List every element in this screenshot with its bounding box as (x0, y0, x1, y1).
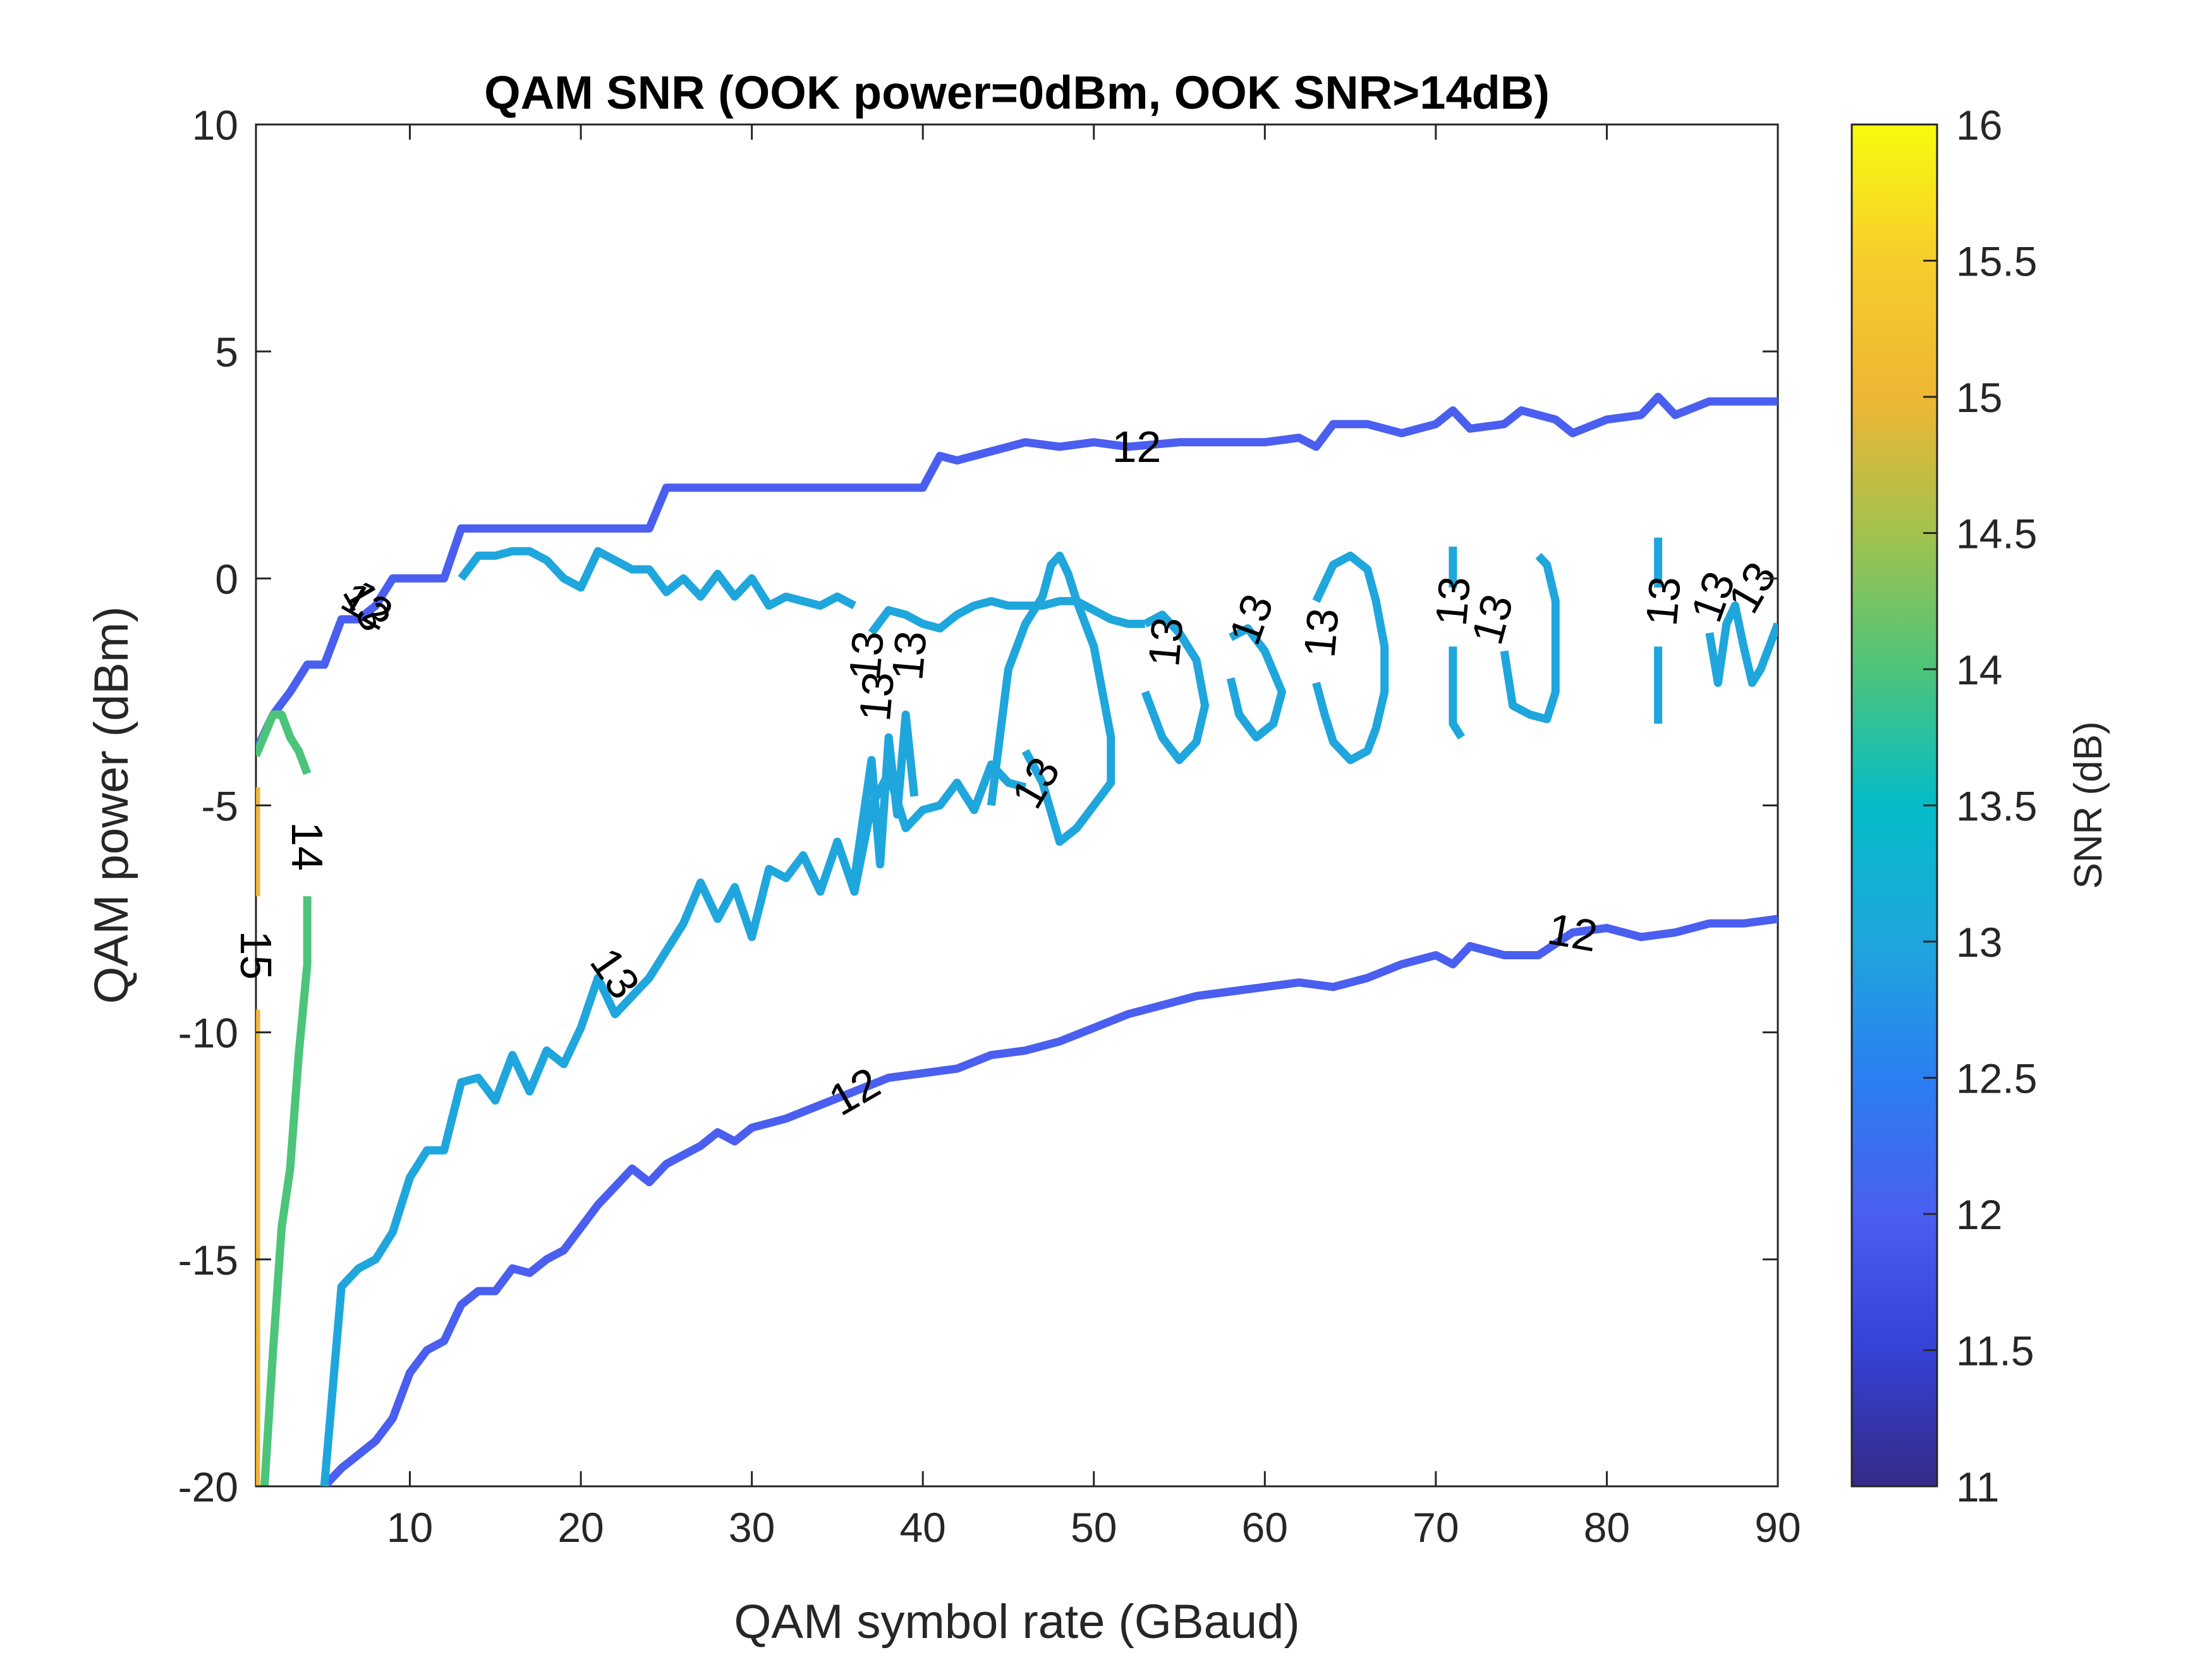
contour-line-13-5 (458, 547, 857, 610)
x-tick-label: 80 (1584, 1504, 1630, 1551)
colorbar-tick-label: 15 (1956, 374, 2002, 421)
contour-line-13-9 (1226, 624, 1286, 742)
y-tick-label: -5 (201, 783, 238, 830)
colorbar-tick-label: 14 (1956, 646, 2002, 693)
x-tick-label: 20 (557, 1504, 604, 1551)
y-axis-label: QAM power (dBm) (85, 606, 138, 1004)
colorbar-tick-label: 13 (1956, 919, 2002, 966)
colorbar-ticks: 16 15.5 15 14.5 14 13.5 13 12.5 12 11.5 11 (1923, 102, 2037, 1510)
contour-line-12-1 (256, 392, 1778, 753)
contour-label-13-16: 13 (1636, 574, 1689, 628)
contour-lines (256, 392, 1778, 1486)
colorbar-tick-label: 15.5 (1956, 238, 2037, 285)
colorbar-label: SNR (dB) (2067, 721, 2110, 889)
contour-label-13-7: 13 (840, 629, 893, 682)
chart-title: QAM SNR (OOK power=0dBm, OOK SNR>14dB) (484, 66, 1550, 119)
contour-label-13-11: 13 (1139, 616, 1192, 669)
y-tick-label: -20 (178, 1464, 238, 1510)
contour-label-12-1: 12 (1112, 422, 1161, 471)
y-tick-label: 5 (215, 329, 238, 375)
x-tick-label: 60 (1242, 1504, 1288, 1551)
colorbar-tick-label: 16 (1956, 102, 2002, 149)
x-tick-label: 10 (387, 1504, 433, 1551)
contour-label-13-14: 13 (1426, 574, 1480, 628)
contour-label-13-9: 13 (882, 629, 935, 682)
contour-line-13-6 (850, 710, 919, 879)
contour-line-13-13 (1500, 552, 1560, 724)
x-tick-label: 90 (1754, 1504, 1801, 1551)
contour-line-13-4 (868, 597, 1145, 636)
colorbar-tick-label: 11 (1956, 1464, 2000, 1510)
contour-line-14-18 (260, 896, 312, 1486)
x-tick-label: 40 (899, 1504, 945, 1551)
colorbar-tick-label: 14.5 (1956, 511, 2037, 557)
contour-label-13-8: 13 (850, 670, 903, 723)
contour-line-13-10 (1312, 551, 1389, 765)
contour-line-13-16 (1705, 601, 1778, 688)
colorbar: 16 15.5 15 14.5 14 13.5 13 12.5 12 11.5 11 SNR (dB… (1850, 102, 2110, 1510)
y-tick-label: 10 (192, 102, 238, 149)
x-tick-label: 30 (729, 1504, 775, 1551)
x-axis-ticks: 10 20 30 40 50 60 70 80 90 (387, 124, 1801, 1551)
contour-label-12-2: 12 (1544, 904, 1601, 961)
contour-line-13-7 (987, 551, 1115, 846)
colorbar-tick-label: 12 (1956, 1191, 2002, 1238)
x-tick-label: 70 (1413, 1504, 1459, 1551)
x-tick-label: 50 (1071, 1504, 1117, 1551)
contour-line-12-2 (321, 914, 1778, 1486)
plot-frame (255, 123, 1779, 1488)
contour-label-13-13: 13 (1294, 606, 1347, 659)
colorbar-tick-label: 11.5 (1956, 1328, 2034, 1374)
y-tick-label: 0 (215, 555, 238, 602)
contour-line-13-12 (1449, 646, 1466, 740)
y-tick-label: -15 (178, 1237, 238, 1283)
y-axis-ticks: 10 5 0 -5 -10 -15 -20 (178, 102, 1778, 1510)
contour-label-14-19: 14 (283, 822, 332, 871)
contour-line-13-3 (320, 760, 1027, 1486)
x-axis-label: QAM symbol rate (GBaud) (734, 1595, 1299, 1649)
contour-line-14-17 (256, 710, 312, 775)
colorbar-tick-label: 13.5 (1956, 783, 2037, 830)
contour-label-15-20: 15 (231, 931, 281, 980)
colorbar-tick-label: 12.5 (1956, 1055, 2037, 1102)
contour-line-13-8 (1141, 610, 1210, 765)
y-tick-label: -10 (178, 1010, 238, 1057)
